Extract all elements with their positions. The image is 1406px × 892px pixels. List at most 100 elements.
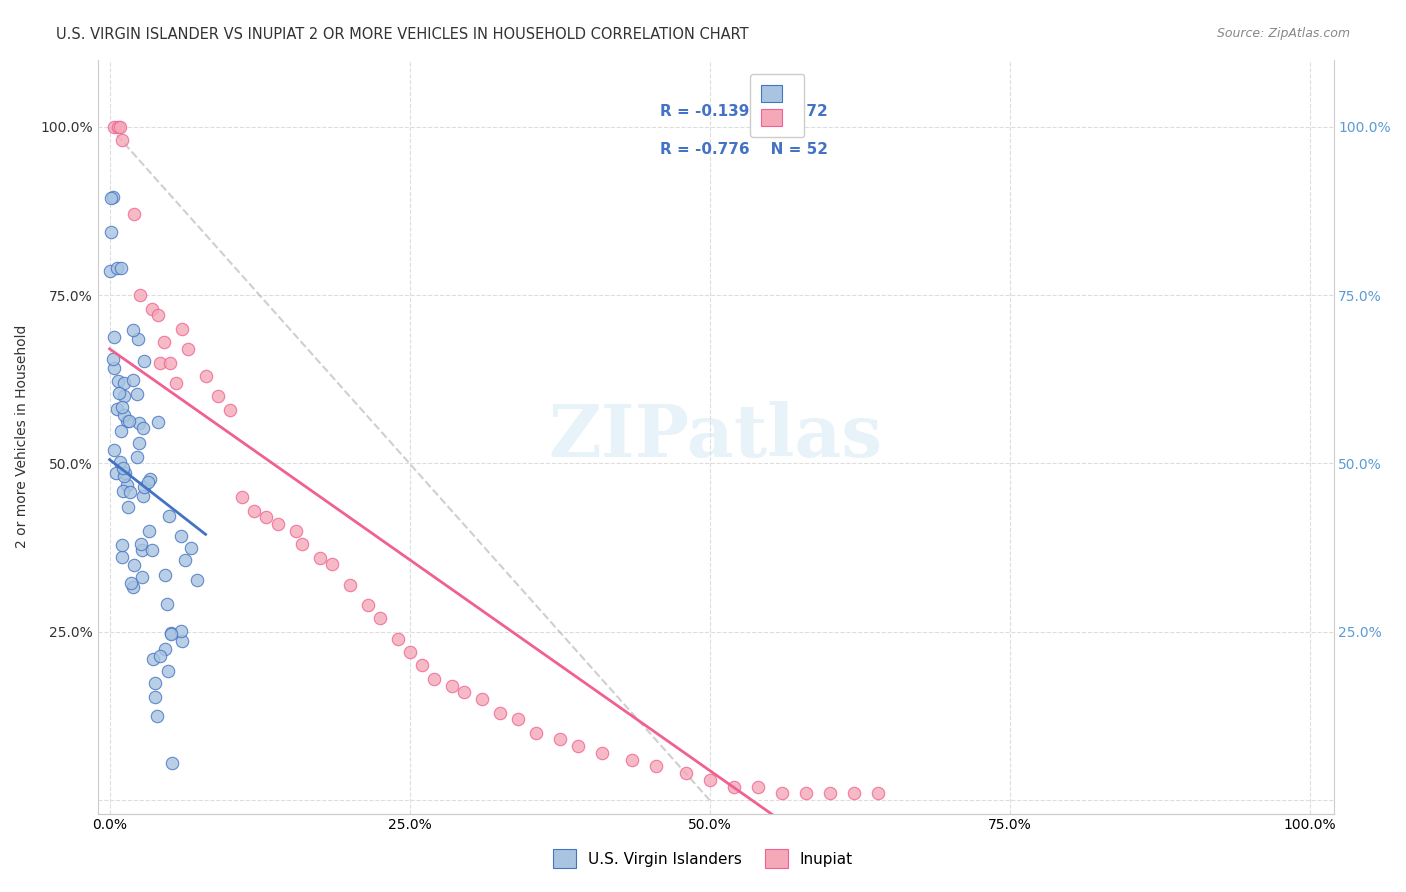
Point [149, 649, 172, 664]
Point [231, 490, 253, 504]
Point [620, 753, 643, 767]
Point [148, 415, 170, 429]
Point [103, 351, 125, 366]
Point [105, 401, 128, 416]
Point [110, 120, 132, 134]
Point [115, 478, 138, 492]
Point [866, 786, 889, 800]
Point [254, 510, 277, 524]
Point [107, 374, 129, 388]
Text: R = -0.139    N = 72: R = -0.139 N = 72 [659, 104, 828, 120]
Point [138, 473, 160, 487]
Point [132, 489, 155, 503]
Point [159, 355, 181, 369]
Point [115, 413, 138, 427]
Point [112, 376, 135, 391]
Point [194, 369, 217, 384]
Point [100, 225, 122, 239]
Point [266, 517, 288, 532]
Point [356, 598, 378, 612]
Point [524, 725, 547, 739]
Point [747, 780, 769, 794]
Point [131, 542, 153, 557]
Point [157, 508, 180, 523]
Point [218, 402, 240, 417]
Point [143, 676, 166, 690]
Point [368, 611, 391, 625]
Point [398, 645, 420, 659]
Point [170, 624, 193, 639]
Point [699, 772, 721, 787]
Legend: , : , [751, 74, 804, 137]
Point [111, 400, 134, 414]
Point [207, 389, 229, 403]
Point [112, 468, 135, 483]
Point [172, 633, 194, 648]
Point [156, 598, 179, 612]
Point [128, 288, 150, 302]
Point [103, 361, 125, 376]
Point [675, 766, 697, 780]
Point [129, 537, 152, 551]
Point [122, 207, 145, 221]
Point [118, 484, 141, 499]
Point [138, 524, 160, 539]
Point [160, 626, 183, 640]
Point [242, 503, 264, 517]
Point [170, 322, 193, 336]
Point [165, 376, 187, 390]
Point [155, 642, 177, 657]
Point [120, 575, 142, 590]
Point [142, 652, 165, 666]
Point [100, 190, 122, 204]
Point [176, 342, 198, 356]
Point [284, 524, 307, 538]
Point [141, 301, 163, 316]
Point [506, 712, 529, 726]
Point [122, 323, 145, 337]
Point [387, 632, 409, 646]
Point [122, 374, 145, 388]
Point [155, 567, 177, 582]
Point [108, 386, 131, 401]
Point [339, 577, 361, 591]
Point [117, 500, 139, 515]
Point [131, 420, 153, 434]
Point [842, 786, 865, 800]
Point [122, 580, 145, 594]
Point [453, 685, 475, 699]
Point [111, 461, 134, 475]
Point [104, 467, 127, 481]
Point [128, 436, 150, 450]
Point [567, 739, 589, 754]
Point [108, 454, 131, 468]
Point [157, 664, 180, 678]
Text: R = -0.776    N = 52: R = -0.776 N = 52 [659, 142, 828, 157]
Point [103, 443, 125, 458]
Point [186, 573, 208, 587]
Point [770, 786, 793, 800]
Point [143, 690, 166, 704]
Point [422, 672, 444, 686]
Point [112, 388, 135, 402]
Y-axis label: 2 or more Vehicles in Household: 2 or more Vehicles in Household [15, 325, 30, 549]
Point [132, 480, 155, 494]
Point [103, 120, 125, 134]
Point [488, 706, 510, 720]
Point [111, 549, 134, 564]
Point [110, 261, 132, 276]
Text: Source: ZipAtlas.com: Source: ZipAtlas.com [1216, 27, 1350, 40]
Point [98, 263, 121, 277]
Point [136, 475, 159, 490]
Point [162, 756, 184, 770]
Point [146, 309, 169, 323]
Point [110, 133, 132, 147]
Point [290, 537, 312, 551]
Point [180, 541, 202, 556]
Point [591, 746, 613, 760]
Point [111, 484, 134, 499]
Point [411, 658, 433, 673]
Point [110, 424, 132, 438]
Point [103, 330, 125, 344]
Point [723, 780, 745, 794]
